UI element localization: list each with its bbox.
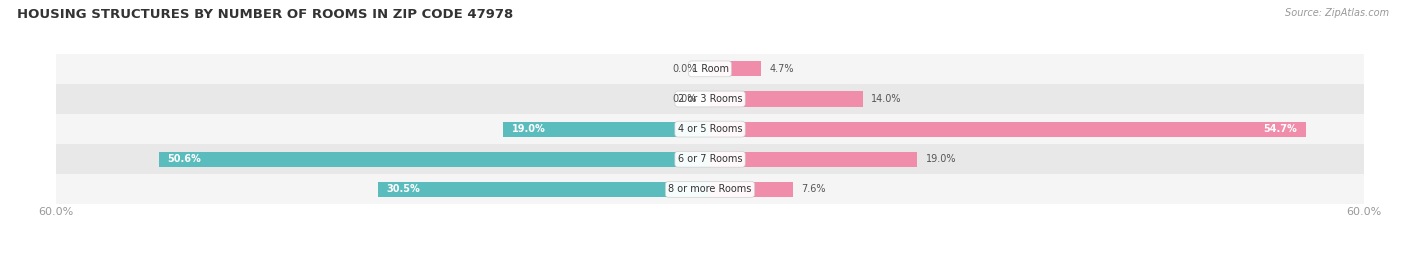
Bar	[56, 144, 1364, 174]
Text: 0.0%: 0.0%	[672, 94, 697, 104]
Bar	[56, 114, 1364, 144]
Text: 50.6%: 50.6%	[167, 154, 201, 164]
Text: 8 or more Rooms: 8 or more Rooms	[668, 184, 752, 194]
Bar	[710, 61, 761, 76]
Bar	[378, 182, 710, 197]
Text: 4 or 5 Rooms: 4 or 5 Rooms	[678, 124, 742, 134]
Bar	[56, 174, 1364, 204]
Text: 7.6%: 7.6%	[801, 184, 827, 194]
Text: 0.0%: 0.0%	[672, 64, 697, 74]
Text: 6 or 7 Rooms: 6 or 7 Rooms	[678, 154, 742, 164]
Text: 1 Room: 1 Room	[692, 64, 728, 74]
Text: 19.0%: 19.0%	[512, 124, 546, 134]
Text: 14.0%: 14.0%	[872, 94, 901, 104]
Text: 30.5%: 30.5%	[387, 184, 420, 194]
Bar	[56, 84, 1364, 114]
Bar	[56, 54, 1364, 84]
Text: 4.7%: 4.7%	[770, 64, 794, 74]
Bar	[710, 91, 862, 107]
Text: 19.0%: 19.0%	[925, 154, 956, 164]
Bar	[159, 152, 710, 167]
Text: HOUSING STRUCTURES BY NUMBER OF ROOMS IN ZIP CODE 47978: HOUSING STRUCTURES BY NUMBER OF ROOMS IN…	[17, 8, 513, 21]
Text: 54.7%: 54.7%	[1264, 124, 1298, 134]
Bar	[710, 182, 793, 197]
Bar	[503, 122, 710, 137]
Text: Source: ZipAtlas.com: Source: ZipAtlas.com	[1285, 8, 1389, 18]
Text: 2 or 3 Rooms: 2 or 3 Rooms	[678, 94, 742, 104]
Bar	[710, 152, 917, 167]
Bar	[710, 122, 1306, 137]
